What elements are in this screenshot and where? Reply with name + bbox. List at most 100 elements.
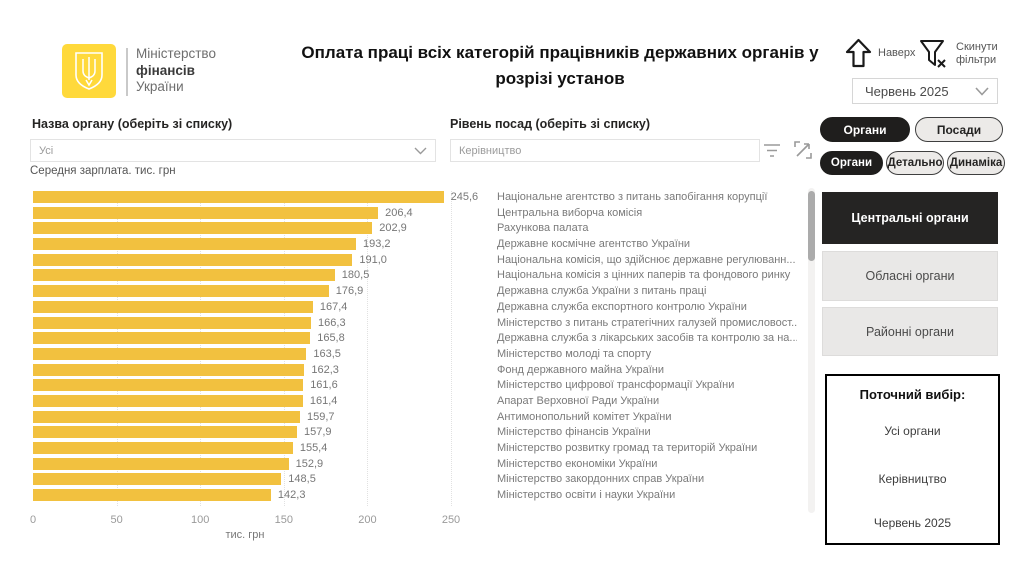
bar[interactable] [33, 489, 271, 502]
organ-filter-label: Назва органу (оберіть зі списку) [32, 117, 233, 131]
bar-category-label: Міністерство молоді та спорту [497, 347, 652, 360]
bar-value-label: 206,4 [385, 206, 413, 219]
bar[interactable] [33, 191, 444, 203]
toggle-детально-row2[interactable]: Детально [886, 151, 944, 175]
bar-value-label: 161,4 [309, 394, 338, 407]
reset-filters-button[interactable]: Скинути фільтри [918, 38, 998, 70]
bar-row: 167,4 Державна служба експортного контрол… [33, 300, 808, 313]
current-selection-month: Червень 2025 [873, 516, 952, 530]
logo-line1: Міністерство [136, 46, 216, 61]
bar-category-label: Державна служба з лікарських засобів та … [497, 332, 797, 345]
x-tick-label: 100 [191, 514, 210, 526]
bar-category-label: Міністерство розвитку громад та територі… [497, 442, 758, 454]
bar[interactable] [33, 394, 303, 407]
chart-scrollbar[interactable] [808, 188, 815, 513]
clear-filter-icon [920, 40, 946, 68]
bar-row: 166,3 Міністерство з питань стратегічних … [33, 316, 808, 329]
position-dropdown[interactable]: Керівництво [450, 139, 760, 162]
chart-title: Середня зарплата. тис. грн [30, 165, 176, 177]
bar-value-label: 163,5 [313, 347, 341, 360]
bar-row: 193,2 Державне космічне агентство України [33, 238, 808, 251]
page-title: Оплата праці всіх категорій працівників … [301, 43, 819, 88]
bar-row: 142,3 Міністерство освіти і науки України [33, 489, 808, 502]
bar-value-label: 180,5 [341, 269, 370, 282]
bar[interactable] [33, 442, 293, 454]
bar-value-label: 166,3 [318, 316, 346, 329]
chart-scrollbar-thumb[interactable] [808, 191, 815, 261]
scroll-to-top-button[interactable]: Наверх [845, 38, 915, 68]
current-selection-organ: Усі органи [884, 424, 941, 438]
filter-icon[interactable] [762, 143, 782, 158]
bar-row: 155,4 Міністерство розвитку громад та тер… [33, 442, 808, 454]
bar-value-label: 167,4 [319, 300, 348, 313]
bar[interactable] [33, 457, 289, 470]
bar[interactable] [33, 222, 373, 235]
bar-row: 152,9 Міністерство економіки України [33, 457, 808, 470]
reset-filters-label: Скинути фільтри [956, 41, 998, 66]
bar[interactable] [33, 473, 282, 486]
bar[interactable] [33, 332, 311, 345]
bar-category-label: Міністерство цифрової трансформації Укра… [497, 379, 735, 392]
x-tick-label: 0 [29, 514, 37, 526]
bar-chart: 245,6 Національне агентство з питань запо… [33, 191, 808, 506]
bar[interactable] [33, 347, 307, 360]
bar[interactable] [33, 238, 357, 251]
logo-line3: України [136, 79, 184, 94]
bar-value-label: 161,6 [310, 379, 338, 392]
trident-icon [75, 52, 103, 90]
bar-category-label: Національна комісія з цінних паперів та … [497, 269, 791, 282]
month-dropdown[interactable]: Червень 2025 [852, 78, 998, 104]
bar-category-label: Рахункова палата [497, 222, 589, 235]
bar-value-label: 202,9 [379, 222, 407, 235]
toggle-органи-row2[interactable]: Органи [820, 151, 883, 175]
position-dropdown-value: Керівництво [459, 144, 522, 157]
organ-dropdown[interactable]: Усі [30, 139, 436, 162]
bar[interactable] [33, 300, 313, 313]
bar[interactable] [33, 316, 312, 329]
bar[interactable] [33, 426, 297, 439]
bar-row: 161,4 Апарат Верховної Ради України [33, 394, 808, 407]
bar[interactable] [33, 379, 304, 392]
bar[interactable] [33, 206, 379, 219]
bar-row: 159,7 Антимонопольний комітет України [33, 410, 808, 423]
bar-value-label: 157,9 [304, 426, 332, 439]
bar-category-label: Центральна виборча комісія [497, 206, 643, 219]
toggle-посади-row1[interactable]: Посади [915, 117, 1003, 142]
bar-category-label: Міністерство економіки України [497, 457, 658, 470]
chevron-down-icon [414, 147, 427, 154]
region-button-rayon[interactable]: Районні органи [822, 307, 998, 356]
bar-value-label: 148,5 [288, 473, 316, 486]
focus-mode-icon[interactable] [793, 140, 813, 160]
bar-category-label: Державна служба експортного контролю Укр… [497, 300, 747, 313]
toggle-органи-row1[interactable]: Органи [820, 117, 910, 142]
bar[interactable] [33, 269, 335, 282]
bar-row: 206,4 Центральна виборча комісія [33, 206, 808, 219]
bar[interactable] [33, 253, 353, 266]
scroll-to-top-label: Наверх [878, 47, 916, 59]
bar-value-label: 191,0 [359, 253, 387, 266]
region-button-central[interactable]: Центральні органи [822, 192, 998, 244]
bar[interactable] [33, 363, 305, 376]
bar-value-label: 159,7 [307, 410, 335, 423]
bar-row: 191,0 Національна комісія, що здійснює де… [33, 253, 808, 266]
bar-row: 245,6 Національне агентство з питань запо… [33, 191, 808, 203]
up-arrow-icon [845, 38, 872, 68]
bar-category-label: Міністерство освіти і науки України [497, 489, 676, 502]
bar-row: 161,6 Міністерство цифрової трансформації… [33, 379, 808, 392]
x-axis-label: тис. грн [225, 529, 265, 541]
bar-category-label: Міністерство закордонних справ України [497, 473, 705, 486]
bar[interactable] [33, 285, 329, 298]
bar[interactable] [33, 410, 301, 423]
gridline [367, 191, 369, 506]
bar-row: 176,9 Державна служба України з питань пр… [33, 285, 808, 298]
x-tick-label: 50 [110, 514, 123, 526]
bar-category-label: Державна служба України з питань праці [497, 285, 707, 298]
x-tick-label: 150 [274, 514, 293, 526]
bar-value-label: 142,3 [277, 489, 306, 502]
bar-row: 180,5 Національна комісія з цінних папері… [33, 269, 808, 282]
bar-row: 157,9 Міністерство фінансів України [33, 426, 808, 439]
bar-value-label: 155,4 [299, 442, 328, 454]
region-button-oblast[interactable]: Обласні органи [822, 251, 998, 301]
toggle-динаміка-row2[interactable]: Динаміка [947, 151, 1005, 175]
logo-divider [126, 48, 128, 96]
